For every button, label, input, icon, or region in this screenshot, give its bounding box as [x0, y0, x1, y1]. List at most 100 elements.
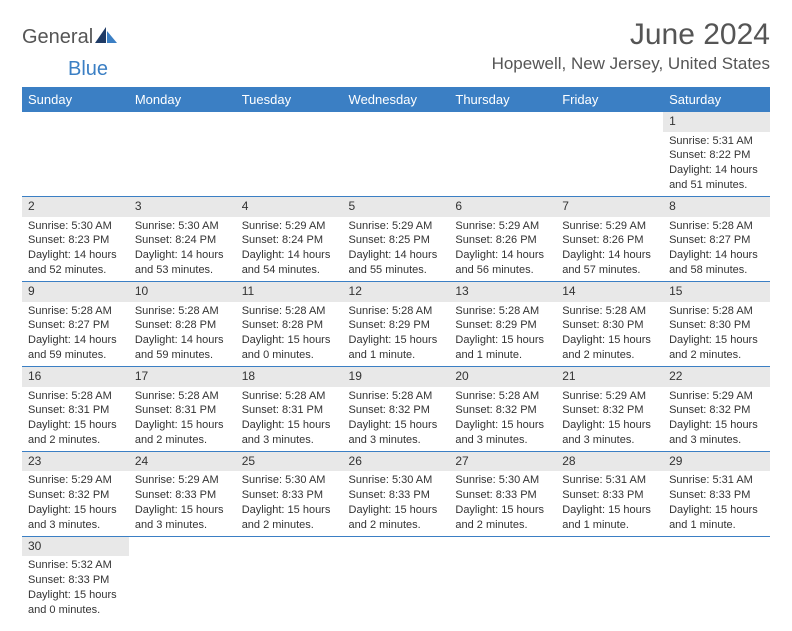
- daylight-line: Daylight: 14 hours and 59 minutes.: [28, 333, 123, 363]
- sunset-line: Sunset: 8:24 PM: [242, 233, 337, 248]
- sunset-line: Sunset: 8:27 PM: [669, 233, 764, 248]
- calendar-cell: 3Sunrise: 5:30 AMSunset: 8:24 PMDaylight…: [129, 196, 236, 281]
- day-details: Sunrise: 5:28 AMSunset: 8:31 PMDaylight:…: [22, 387, 129, 451]
- sunrise-line: Sunrise: 5:28 AM: [562, 304, 657, 319]
- day-details: Sunrise: 5:29 AMSunset: 8:32 PMDaylight:…: [663, 387, 770, 451]
- sunset-line: Sunset: 8:32 PM: [669, 403, 764, 418]
- calendar-cell-empty: [343, 112, 450, 196]
- daylight-line: Daylight: 15 hours and 0 minutes.: [28, 588, 123, 618]
- daylight-line: Daylight: 14 hours and 57 minutes.: [562, 248, 657, 278]
- sunrise-line: Sunrise: 5:28 AM: [242, 304, 337, 319]
- day-details: Sunrise: 5:32 AMSunset: 8:33 PMDaylight:…: [22, 556, 129, 620]
- daylight-line: Daylight: 15 hours and 3 minutes.: [349, 418, 444, 448]
- daylight-line: Daylight: 15 hours and 3 minutes.: [562, 418, 657, 448]
- calendar-cell: 26Sunrise: 5:30 AMSunset: 8:33 PMDayligh…: [343, 451, 450, 536]
- month-title: June 2024: [492, 18, 770, 52]
- calendar-cell: 30Sunrise: 5:32 AMSunset: 8:33 PMDayligh…: [22, 536, 129, 620]
- day-details: Sunrise: 5:29 AMSunset: 8:32 PMDaylight:…: [22, 471, 129, 535]
- sunrise-line: Sunrise: 5:30 AM: [349, 473, 444, 488]
- calendar-cell: 29Sunrise: 5:31 AMSunset: 8:33 PMDayligh…: [663, 451, 770, 536]
- calendar-row: 1Sunrise: 5:31 AMSunset: 8:22 PMDaylight…: [22, 112, 770, 196]
- daylight-line: Daylight: 15 hours and 2 minutes.: [669, 333, 764, 363]
- calendar-row: 2Sunrise: 5:30 AMSunset: 8:23 PMDaylight…: [22, 196, 770, 281]
- day-number: 5: [343, 197, 450, 217]
- daylight-line: Daylight: 15 hours and 1 minute.: [669, 503, 764, 533]
- calendar-cell: 27Sunrise: 5:30 AMSunset: 8:33 PMDayligh…: [449, 451, 556, 536]
- sunset-line: Sunset: 8:24 PM: [135, 233, 230, 248]
- sunset-line: Sunset: 8:31 PM: [242, 403, 337, 418]
- calendar-cell: 19Sunrise: 5:28 AMSunset: 8:32 PMDayligh…: [343, 366, 450, 451]
- day-number: 15: [663, 282, 770, 302]
- day-number: 29: [663, 452, 770, 472]
- daylight-line: Daylight: 15 hours and 2 minutes.: [28, 418, 123, 448]
- daylight-line: Daylight: 14 hours and 54 minutes.: [242, 248, 337, 278]
- day-details: Sunrise: 5:28 AMSunset: 8:28 PMDaylight:…: [129, 302, 236, 366]
- calendar-cell: 8Sunrise: 5:28 AMSunset: 8:27 PMDaylight…: [663, 196, 770, 281]
- sunset-line: Sunset: 8:33 PM: [349, 488, 444, 503]
- day-number: 23: [22, 452, 129, 472]
- calendar-cell: 6Sunrise: 5:29 AMSunset: 8:26 PMDaylight…: [449, 196, 556, 281]
- day-number: 3: [129, 197, 236, 217]
- daylight-line: Daylight: 14 hours and 56 minutes.: [455, 248, 550, 278]
- logo-text-1: General: [22, 26, 93, 49]
- day-header: Tuesday: [236, 87, 343, 112]
- daylight-line: Daylight: 15 hours and 3 minutes.: [455, 418, 550, 448]
- day-details: Sunrise: 5:28 AMSunset: 8:29 PMDaylight:…: [343, 302, 450, 366]
- day-number: 10: [129, 282, 236, 302]
- daylight-line: Daylight: 15 hours and 2 minutes.: [349, 503, 444, 533]
- calendar-cell: 10Sunrise: 5:28 AMSunset: 8:28 PMDayligh…: [129, 281, 236, 366]
- sunrise-line: Sunrise: 5:30 AM: [242, 473, 337, 488]
- sunrise-line: Sunrise: 5:29 AM: [562, 389, 657, 404]
- sunrise-line: Sunrise: 5:30 AM: [455, 473, 550, 488]
- calendar-row: 23Sunrise: 5:29 AMSunset: 8:32 PMDayligh…: [22, 451, 770, 536]
- sunset-line: Sunset: 8:25 PM: [349, 233, 444, 248]
- day-details: Sunrise: 5:28 AMSunset: 8:30 PMDaylight:…: [663, 302, 770, 366]
- calendar-row: 16Sunrise: 5:28 AMSunset: 8:31 PMDayligh…: [22, 366, 770, 451]
- sunset-line: Sunset: 8:28 PM: [135, 318, 230, 333]
- sunrise-line: Sunrise: 5:31 AM: [562, 473, 657, 488]
- day-number: 26: [343, 452, 450, 472]
- sunrise-line: Sunrise: 5:28 AM: [349, 389, 444, 404]
- day-details: Sunrise: 5:30 AMSunset: 8:33 PMDaylight:…: [236, 471, 343, 535]
- day-details: Sunrise: 5:28 AMSunset: 8:27 PMDaylight:…: [22, 302, 129, 366]
- sail-icon: [95, 27, 117, 45]
- day-number: 9: [22, 282, 129, 302]
- sunset-line: Sunset: 8:31 PM: [28, 403, 123, 418]
- daylight-line: Daylight: 15 hours and 0 minutes.: [242, 333, 337, 363]
- calendar-cell: 24Sunrise: 5:29 AMSunset: 8:33 PMDayligh…: [129, 451, 236, 536]
- sunset-line: Sunset: 8:31 PM: [135, 403, 230, 418]
- day-number: 27: [449, 452, 556, 472]
- calendar-cell: 1Sunrise: 5:31 AMSunset: 8:22 PMDaylight…: [663, 112, 770, 196]
- location: Hopewell, New Jersey, United States: [492, 54, 770, 74]
- daylight-line: Daylight: 14 hours and 59 minutes.: [135, 333, 230, 363]
- day-number: 12: [343, 282, 450, 302]
- daylight-line: Daylight: 15 hours and 2 minutes.: [455, 503, 550, 533]
- day-details: Sunrise: 5:30 AMSunset: 8:23 PMDaylight:…: [22, 217, 129, 281]
- daylight-line: Daylight: 14 hours and 53 minutes.: [135, 248, 230, 278]
- calendar-cell-empty: [343, 536, 450, 620]
- sunset-line: Sunset: 8:33 PM: [135, 488, 230, 503]
- day-details: Sunrise: 5:28 AMSunset: 8:31 PMDaylight:…: [236, 387, 343, 451]
- calendar-cell: 22Sunrise: 5:29 AMSunset: 8:32 PMDayligh…: [663, 366, 770, 451]
- sunset-line: Sunset: 8:29 PM: [349, 318, 444, 333]
- day-details: Sunrise: 5:30 AMSunset: 8:33 PMDaylight:…: [343, 471, 450, 535]
- logo: General: [22, 26, 117, 49]
- day-details: Sunrise: 5:29 AMSunset: 8:26 PMDaylight:…: [556, 217, 663, 281]
- day-details: Sunrise: 5:28 AMSunset: 8:32 PMDaylight:…: [343, 387, 450, 451]
- sunset-line: Sunset: 8:32 PM: [562, 403, 657, 418]
- sunset-line: Sunset: 8:26 PM: [455, 233, 550, 248]
- day-number: 22: [663, 367, 770, 387]
- day-number: 18: [236, 367, 343, 387]
- calendar-cell: 28Sunrise: 5:31 AMSunset: 8:33 PMDayligh…: [556, 451, 663, 536]
- day-number: 6: [449, 197, 556, 217]
- sunrise-line: Sunrise: 5:28 AM: [28, 389, 123, 404]
- sunrise-line: Sunrise: 5:29 AM: [349, 219, 444, 234]
- sunset-line: Sunset: 8:33 PM: [28, 573, 123, 588]
- day-header: Monday: [129, 87, 236, 112]
- daylight-line: Daylight: 15 hours and 3 minutes.: [242, 418, 337, 448]
- sunrise-line: Sunrise: 5:28 AM: [242, 389, 337, 404]
- day-header: Thursday: [449, 87, 556, 112]
- calendar-cell: 20Sunrise: 5:28 AMSunset: 8:32 PMDayligh…: [449, 366, 556, 451]
- day-details: Sunrise: 5:31 AMSunset: 8:33 PMDaylight:…: [663, 471, 770, 535]
- sunset-line: Sunset: 8:28 PM: [242, 318, 337, 333]
